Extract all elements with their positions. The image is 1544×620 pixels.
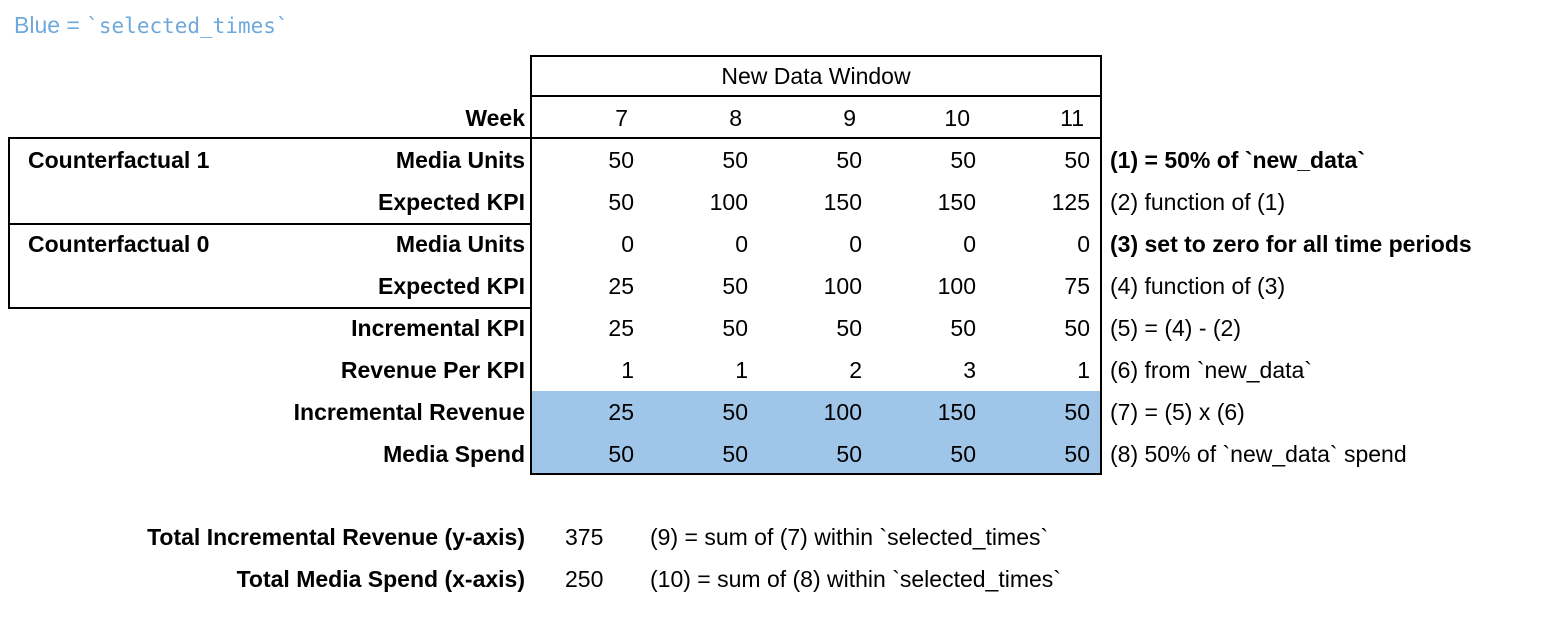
total-note: (10) = sum of (8) within `selected_times… xyxy=(650,566,1061,592)
cell-highlighted: 50 xyxy=(758,433,872,475)
row-label: Media Units xyxy=(395,231,525,257)
group-label xyxy=(0,391,280,433)
week-number: 11 xyxy=(1060,105,1084,131)
cell: 0 xyxy=(735,231,748,257)
row-label: Media Spend xyxy=(383,441,525,467)
week-number: 8 xyxy=(729,105,742,131)
cell: 50 xyxy=(722,273,748,299)
cell-highlighted: 50 xyxy=(644,391,758,433)
table-row-revenue-per-kpi: Revenue Per KPI 1 1 2 3 1 (6) from `new_… xyxy=(0,349,1544,391)
cell: 50 xyxy=(1064,315,1090,341)
week-number: 9 xyxy=(843,105,856,131)
row-note: (3) set to zero for all time periods xyxy=(1110,231,1472,257)
legend-label: Blue = xyxy=(14,12,80,38)
cell-highlighted: 25 xyxy=(530,391,644,433)
cell: 1 xyxy=(1077,357,1090,383)
cell: 25 xyxy=(608,273,634,299)
group-label xyxy=(0,181,280,223)
legend-blue-note: Blue = `selected_times` xyxy=(14,12,289,39)
group-label xyxy=(0,349,280,391)
cell-highlighted: 50 xyxy=(986,433,1100,475)
cell: 50 xyxy=(608,147,634,173)
total-label: Total Incremental Revenue (y-axis) xyxy=(147,524,525,550)
row-note: (7) = (5) x (6) xyxy=(1110,399,1245,425)
new-data-window-label: New Data Window xyxy=(721,62,911,89)
week-row: Week 7 8 9 10 11 xyxy=(0,97,1544,139)
row-label: Expected KPI xyxy=(378,273,525,299)
cell: 100 xyxy=(937,273,976,299)
cell: 50 xyxy=(836,147,862,173)
cell: 50 xyxy=(722,315,748,341)
week-row-divider xyxy=(530,137,1102,139)
cell-highlighted: 100 xyxy=(758,391,872,433)
row-note: (2) function of (1) xyxy=(1110,189,1286,215)
cell: 0 xyxy=(963,231,976,257)
table-row-media-units-cf1: Counterfactual 1 Media Units 50 50 50 50… xyxy=(0,139,1544,181)
week-label: Week xyxy=(465,105,525,131)
table-row-incremental-kpi: Incremental KPI 25 50 50 50 50 (5) = (4)… xyxy=(0,307,1544,349)
cell: 0 xyxy=(621,231,634,257)
table-row-expected-kpi-cf1: Expected KPI 50 100 150 150 125 (2) func… xyxy=(0,181,1544,223)
cell: 1 xyxy=(621,357,634,383)
row-note: (5) = (4) - (2) xyxy=(1110,315,1241,341)
row-note: (8) 50% of `new_data` spend xyxy=(1110,441,1407,467)
table-row-media-units-cf0: Counterfactual 0 Media Units 0 0 0 0 0 (… xyxy=(0,223,1544,265)
cell: 0 xyxy=(1077,231,1090,257)
total-incremental-revenue-row: Total Incremental Revenue (y-axis) 375 (… xyxy=(0,516,1544,558)
cell: 2 xyxy=(849,357,862,383)
cell-highlighted: 50 xyxy=(530,433,644,475)
cell: 25 xyxy=(608,315,634,341)
cell: 3 xyxy=(963,357,976,383)
cell: 150 xyxy=(823,189,862,215)
total-note: (9) = sum of (7) within `selected_times` xyxy=(650,524,1049,550)
row-label: Incremental KPI xyxy=(351,315,525,341)
row-label: Expected KPI xyxy=(378,189,525,215)
row-note: (1) = 50% of `new_data` xyxy=(1110,147,1365,173)
row-label: Incremental Revenue xyxy=(293,399,525,425)
cell: 50 xyxy=(836,315,862,341)
cell: 100 xyxy=(709,189,748,215)
row-label: Media Units xyxy=(395,147,525,173)
cell: 50 xyxy=(722,147,748,173)
cell: 150 xyxy=(937,189,976,215)
cell: 50 xyxy=(950,147,976,173)
total-value: 250 xyxy=(565,566,604,592)
row-note xyxy=(1110,97,1544,139)
cell: 50 xyxy=(950,315,976,341)
cell: 125 xyxy=(1051,189,1090,215)
group-label xyxy=(0,265,280,307)
group-label xyxy=(0,97,280,139)
table-row-media-spend: Media Spend 50 50 50 50 50 (8) 50% of `n… xyxy=(0,433,1544,475)
group-label xyxy=(0,433,280,475)
cell: 0 xyxy=(849,231,862,257)
total-value: 375 xyxy=(565,524,604,550)
cell-highlighted: 50 xyxy=(872,433,986,475)
new-data-window-header: New Data Window xyxy=(530,55,1102,97)
total-media-spend-row: Total Media Spend (x-axis) 250 (10) = su… xyxy=(0,558,1544,600)
cell: 1 xyxy=(735,357,748,383)
group-label xyxy=(0,307,280,349)
row-note: (4) function of (3) xyxy=(1110,273,1286,299)
cell: 100 xyxy=(823,273,862,299)
cell: 75 xyxy=(1064,273,1090,299)
group-label: Counterfactual 0 xyxy=(28,231,210,257)
legend-code: `selected_times` xyxy=(86,14,289,38)
cell-highlighted: 50 xyxy=(986,391,1100,433)
cell-highlighted: 150 xyxy=(872,391,986,433)
week-number: 10 xyxy=(944,105,970,131)
row-label: Revenue Per KPI xyxy=(340,357,525,383)
total-label: Total Media Spend (x-axis) xyxy=(236,566,525,592)
row-note: (6) from `new_data` xyxy=(1110,357,1312,383)
table-row-incremental-revenue: Incremental Revenue 25 50 100 150 50 (7)… xyxy=(0,391,1544,433)
cell: 50 xyxy=(608,189,634,215)
table-row-expected-kpi-cf0: Expected KPI 25 50 100 100 75 (4) functi… xyxy=(0,265,1544,307)
cell: 50 xyxy=(1064,147,1090,173)
group-label: Counterfactual 1 xyxy=(28,147,210,173)
week-number: 7 xyxy=(615,105,628,131)
cell-highlighted: 50 xyxy=(644,433,758,475)
